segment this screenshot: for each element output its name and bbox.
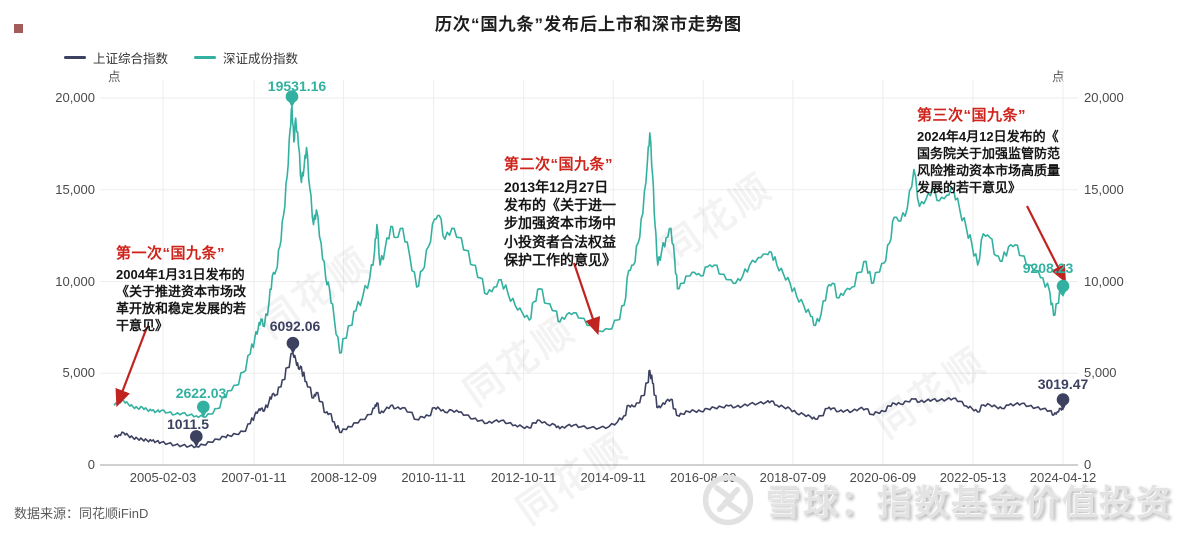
annotation-title: 第三次“国九条” <box>917 107 1027 124</box>
shenzhen-line-swatch <box>194 56 217 59</box>
annotation-body: 2004年1月31日发布的 《关于推进资本市场改 革开放和稳定发展的若 干意见》 <box>116 267 247 333</box>
legend-label-shenzhen: 深证成份指数 <box>223 52 299 66</box>
annotation-first-guojiutiao: 第一次“国九条” 2004年1月31日发布的 《关于推进资本市场改 革开放和稳定… <box>116 242 276 335</box>
x-tick: 2010-11-11 <box>401 470 466 485</box>
x-tick: 2008-12-09 <box>310 470 377 485</box>
x-tick: 2020-06-09 <box>849 470 917 485</box>
y-axis-unit-right: 点 <box>1052 70 1065 84</box>
point-value-label: 6092.06 <box>269 318 321 334</box>
y-axis-unit-left: 点 <box>108 70 121 84</box>
shanghai-line-swatch <box>64 56 86 59</box>
y-tick-right: 15,000 <box>1084 181 1124 197</box>
annotation-second-guojiutiao: 第二次“国九条” 2013年12月27日 发布的《关于进一 步加强资本市场中 小… <box>504 153 644 269</box>
point-value-label: 1011.5 <box>166 416 210 432</box>
legend-label-shanghai: 上证综合指数 <box>93 52 169 66</box>
xueqiu-watermark-text: 雪球：指数基金价值投资 <box>766 483 1174 523</box>
y-tick-right: 20,000 <box>1084 90 1124 105</box>
x-tick: 2007-01-11 <box>221 470 287 485</box>
y-tick-left: 0 <box>87 457 95 472</box>
legend-item-shanghai: 上证综合指数 <box>64 48 168 67</box>
point-value-label: 19531.16 <box>267 78 327 94</box>
y-tick-right: 0 <box>1084 457 1092 472</box>
xueqiu-watermark: 雪球：指数基金价值投资 <box>700 472 1173 528</box>
y-tick-left: 10,000 <box>55 273 95 289</box>
annotation-third-guojiutiao: 第三次“国九条” 2024年4月12日发布的《 国务院关于加强监管防范 风险推动… <box>917 104 1082 197</box>
annotation-title: 第二次“国九条” <box>504 156 614 173</box>
chart-title: 历次“国九条”发布后上市和深市走势图 <box>435 15 742 34</box>
point-value-label: 9208.23 <box>1022 260 1074 276</box>
y-tick-left: 15,000 <box>55 181 95 197</box>
x-tick: 2024-04-12 <box>1029 470 1097 485</box>
point-value-label: 2622.03 <box>175 385 227 401</box>
record-dot <box>14 24 23 33</box>
y-tick-right: 10,000 <box>1084 273 1124 289</box>
legend-item-shenzhen: 深证成份指数 <box>194 48 298 67</box>
x-tick: 2022-05-13 <box>939 470 1007 485</box>
x-tick: 2012-10-11 <box>490 470 557 485</box>
x-tick: 2018-07-09 <box>759 470 827 485</box>
y-tick-left: 5,000 <box>62 365 95 381</box>
legend: 上证综合指数 深证成份指数 <box>64 48 298 67</box>
x-tick: 2014-09-11 <box>580 470 646 485</box>
xueqiu-snowball-icon <box>702 474 754 526</box>
x-tick: 2005-02-03 <box>129 470 197 485</box>
annotation-title: 第一次“国九条” <box>116 245 226 262</box>
annotation-body: 2024年4月12日发布的《 国务院关于加强监管防范 风险推动资本市场高质量 发… <box>917 129 1061 195</box>
annotation-body: 2013年12月27日 发布的《关于进一 步加强资本市场中 小投资者合法权益 保… <box>504 179 616 268</box>
y-tick-right: 5,000 <box>1084 365 1117 381</box>
y-tick-left: 20,000 <box>55 90 95 105</box>
point-value-label: 3019.47 <box>1037 376 1089 392</box>
data-source-note: 数据来源：同花顺iFinD <box>14 506 149 521</box>
